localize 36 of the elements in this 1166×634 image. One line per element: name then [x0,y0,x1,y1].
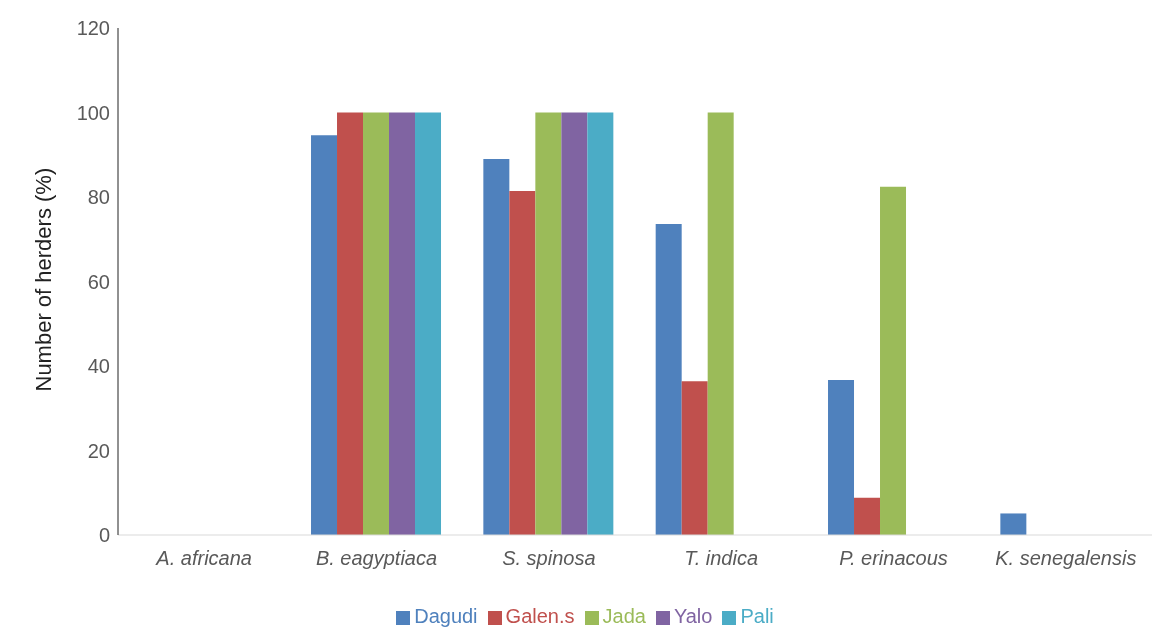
y-axis-title: Number of herders (%) [30,167,56,392]
bar [337,112,364,535]
bar [389,112,416,535]
legend-label: Galen.s [505,605,575,627]
bar [561,112,588,535]
bar [681,381,708,535]
x-tick-label: S. spinosa [502,547,596,569]
bar [880,186,907,535]
x-tick-label: A. africana [155,547,252,569]
legend-label: Jada [602,605,646,627]
bar [535,112,562,535]
bar [707,112,734,535]
legend-label: Yalo [673,605,713,627]
bar [509,191,536,535]
y-tick-label: 120 [76,17,110,40]
bar [828,379,855,535]
bar [854,497,881,535]
x-tick-label: B. eagyptiaca [315,547,438,569]
bar [311,135,338,535]
bar [587,112,614,535]
x-tick-label: P. erinacous [839,547,948,569]
bar [363,112,390,535]
bar [415,112,442,535]
legend-label: Pali [740,605,774,627]
y-tick-label: 60 [87,270,110,293]
legend-label: Dagudi [414,605,478,627]
bar [655,224,682,535]
y-tick-label: 0 [98,524,110,547]
y-tick-label: 100 [76,101,110,124]
y-tick-label: 40 [87,355,110,378]
x-tick-label: K. senegalensis [995,547,1137,569]
y-tick-label: 20 [87,439,110,462]
y-tick-label: 80 [87,186,110,209]
bar [483,158,510,535]
x-tick-label: T. indica [684,547,759,569]
bar [1000,513,1027,535]
